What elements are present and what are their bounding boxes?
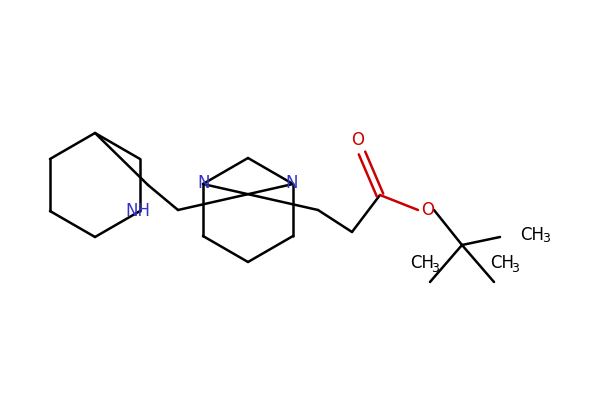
- Text: O: O: [352, 131, 365, 149]
- Text: CH: CH: [410, 254, 434, 272]
- Text: N: N: [286, 174, 298, 192]
- Text: CH: CH: [520, 226, 544, 244]
- Text: 3: 3: [542, 232, 550, 246]
- Text: NH: NH: [125, 202, 151, 220]
- Text: 3: 3: [431, 262, 439, 275]
- Text: O: O: [421, 201, 434, 219]
- Text: N: N: [198, 174, 210, 192]
- Text: 3: 3: [511, 262, 519, 275]
- Text: CH: CH: [490, 254, 514, 272]
